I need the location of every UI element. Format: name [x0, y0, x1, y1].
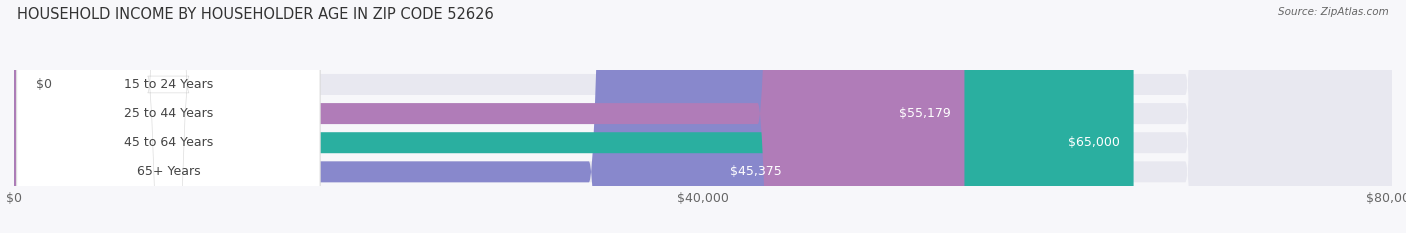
Text: 25 to 44 Years: 25 to 44 Years	[124, 107, 212, 120]
FancyBboxPatch shape	[14, 0, 1133, 233]
FancyBboxPatch shape	[14, 0, 1392, 233]
FancyBboxPatch shape	[17, 0, 321, 233]
Text: $65,000: $65,000	[1069, 136, 1119, 149]
Text: 65+ Years: 65+ Years	[136, 165, 200, 178]
FancyBboxPatch shape	[14, 0, 1392, 233]
Text: $0: $0	[37, 78, 52, 91]
Text: $55,179: $55,179	[898, 107, 950, 120]
Text: 45 to 64 Years: 45 to 64 Years	[124, 136, 212, 149]
FancyBboxPatch shape	[14, 0, 1392, 233]
Text: $45,375: $45,375	[730, 165, 782, 178]
FancyBboxPatch shape	[17, 0, 321, 233]
FancyBboxPatch shape	[14, 0, 1392, 233]
Text: 15 to 24 Years: 15 to 24 Years	[124, 78, 212, 91]
FancyBboxPatch shape	[17, 0, 321, 233]
FancyBboxPatch shape	[14, 0, 796, 233]
FancyBboxPatch shape	[17, 0, 321, 233]
Text: Source: ZipAtlas.com: Source: ZipAtlas.com	[1278, 7, 1389, 17]
FancyBboxPatch shape	[14, 0, 965, 233]
Text: HOUSEHOLD INCOME BY HOUSEHOLDER AGE IN ZIP CODE 52626: HOUSEHOLD INCOME BY HOUSEHOLDER AGE IN Z…	[17, 7, 494, 22]
